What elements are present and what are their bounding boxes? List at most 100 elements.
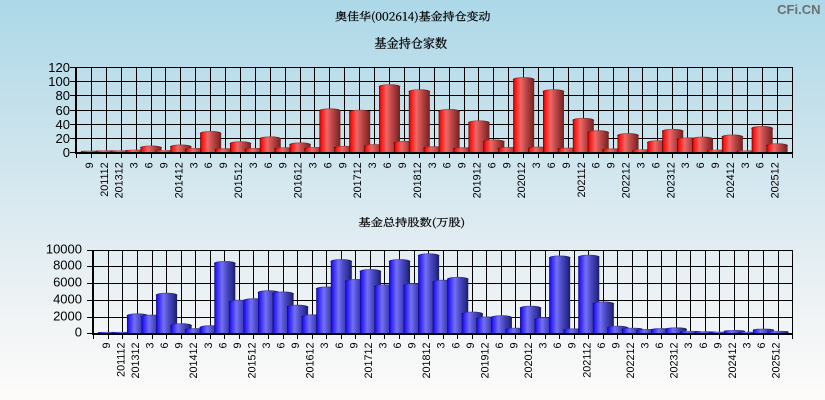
svg-text:9: 9 xyxy=(465,343,477,349)
svg-text:9: 9 xyxy=(174,343,186,349)
svg-text:202212: 202212 xyxy=(625,343,637,379)
svg-text:3: 3 xyxy=(436,343,448,349)
svg-text:6: 6 xyxy=(654,343,666,349)
svg-text:3: 3 xyxy=(367,162,379,168)
svg-text:6: 6 xyxy=(695,162,707,168)
svg-text:201912: 201912 xyxy=(479,343,491,379)
svg-text:80: 80 xyxy=(56,88,70,103)
svg-text:6: 6 xyxy=(322,162,334,168)
svg-text:201412: 201412 xyxy=(188,343,200,379)
svg-text:0: 0 xyxy=(75,325,82,340)
svg-text:9: 9 xyxy=(232,343,244,349)
svg-text:6: 6 xyxy=(552,343,564,349)
svg-text:3: 3 xyxy=(129,162,141,168)
svg-text:201112: 201112 xyxy=(99,162,111,196)
svg-text:6: 6 xyxy=(263,162,275,168)
svg-text:9: 9 xyxy=(457,162,469,168)
svg-text:3: 3 xyxy=(741,343,753,349)
svg-text:6: 6 xyxy=(494,343,506,349)
svg-text:201512: 201512 xyxy=(246,343,258,379)
svg-text:6: 6 xyxy=(442,162,454,168)
svg-text:9: 9 xyxy=(278,162,290,168)
svg-text:9: 9 xyxy=(348,343,360,349)
svg-text:3: 3 xyxy=(377,343,389,349)
svg-text:6: 6 xyxy=(276,343,288,349)
svg-text:6: 6 xyxy=(486,162,498,168)
svg-text:3: 3 xyxy=(188,162,200,168)
svg-text:100: 100 xyxy=(48,74,70,89)
svg-text:6: 6 xyxy=(756,343,768,349)
svg-text:6: 6 xyxy=(392,343,404,349)
svg-text:6: 6 xyxy=(144,162,156,168)
svg-text:0: 0 xyxy=(63,145,70,160)
svg-text:201412: 201412 xyxy=(173,162,185,198)
svg-text:3: 3 xyxy=(308,162,320,168)
svg-text:202212: 202212 xyxy=(621,162,633,198)
svg-text:201112: 201112 xyxy=(115,343,127,377)
svg-text:3: 3 xyxy=(248,162,260,168)
svg-text:202012: 202012 xyxy=(516,162,528,198)
svg-text:201612: 201612 xyxy=(293,162,305,198)
svg-text:202312: 202312 xyxy=(665,162,677,198)
svg-text:3: 3 xyxy=(640,343,652,349)
svg-text:3: 3 xyxy=(538,343,550,349)
svg-text:6: 6 xyxy=(755,162,767,168)
svg-text:3: 3 xyxy=(319,343,331,349)
svg-text:202512: 202512 xyxy=(771,343,783,379)
svg-text:6000: 6000 xyxy=(53,275,82,290)
svg-text:201812: 201812 xyxy=(421,343,433,379)
svg-text:9: 9 xyxy=(501,162,513,168)
svg-text:3: 3 xyxy=(203,343,215,349)
svg-text:9: 9 xyxy=(508,343,520,349)
svg-text:201312: 201312 xyxy=(114,162,126,198)
svg-text:9: 9 xyxy=(218,162,230,168)
svg-text:9: 9 xyxy=(567,343,579,349)
svg-text:10000: 10000 xyxy=(46,242,82,257)
svg-text:6: 6 xyxy=(450,343,462,349)
svg-text:3: 3 xyxy=(683,343,695,349)
svg-text:9: 9 xyxy=(84,162,96,168)
svg-text:201712: 201712 xyxy=(363,343,375,379)
svg-text:60: 60 xyxy=(56,103,70,118)
svg-text:202412: 202412 xyxy=(727,343,739,379)
svg-text:9: 9 xyxy=(606,162,618,168)
svg-text:6: 6 xyxy=(591,162,603,168)
svg-text:201512: 201512 xyxy=(233,162,245,198)
svg-text:9: 9 xyxy=(407,343,419,349)
svg-text:202112: 202112 xyxy=(576,162,588,197)
svg-text:9: 9 xyxy=(610,343,622,349)
svg-text:9: 9 xyxy=(397,162,409,168)
svg-text:2000: 2000 xyxy=(53,309,82,324)
svg-text:202012: 202012 xyxy=(523,343,535,379)
svg-text:8000: 8000 xyxy=(53,258,82,273)
svg-text:9: 9 xyxy=(290,343,302,349)
svg-text:202412: 202412 xyxy=(725,162,737,198)
svg-text:6: 6 xyxy=(159,343,171,349)
svg-text:9: 9 xyxy=(710,162,722,168)
svg-text:6: 6 xyxy=(217,343,229,349)
svg-text:9: 9 xyxy=(712,343,724,349)
svg-text:6: 6 xyxy=(382,162,394,168)
svg-text:9: 9 xyxy=(158,162,170,168)
svg-text:3: 3 xyxy=(261,343,273,349)
svg-text:6: 6 xyxy=(698,343,710,349)
svg-text:6: 6 xyxy=(203,162,215,168)
svg-text:201612: 201612 xyxy=(305,343,317,379)
svg-text:3: 3 xyxy=(145,343,157,349)
svg-text:6: 6 xyxy=(596,343,608,349)
svg-text:4000: 4000 xyxy=(53,292,82,307)
svg-text:9: 9 xyxy=(337,162,349,168)
svg-text:202312: 202312 xyxy=(669,343,681,379)
svg-text:201312: 201312 xyxy=(130,343,142,379)
svg-text:201812: 201812 xyxy=(412,162,424,198)
svg-text:9: 9 xyxy=(101,343,113,349)
svg-text:3: 3 xyxy=(531,162,543,168)
svg-text:6: 6 xyxy=(650,162,662,168)
svg-text:3: 3 xyxy=(427,162,439,168)
svg-text:9: 9 xyxy=(561,162,573,168)
svg-text:202112: 202112 xyxy=(581,343,593,378)
svg-text:6: 6 xyxy=(334,343,346,349)
svg-text:3: 3 xyxy=(680,162,692,168)
svg-text:CFi.CN: CFi.CN xyxy=(777,2,820,17)
svg-text:120: 120 xyxy=(48,60,70,75)
